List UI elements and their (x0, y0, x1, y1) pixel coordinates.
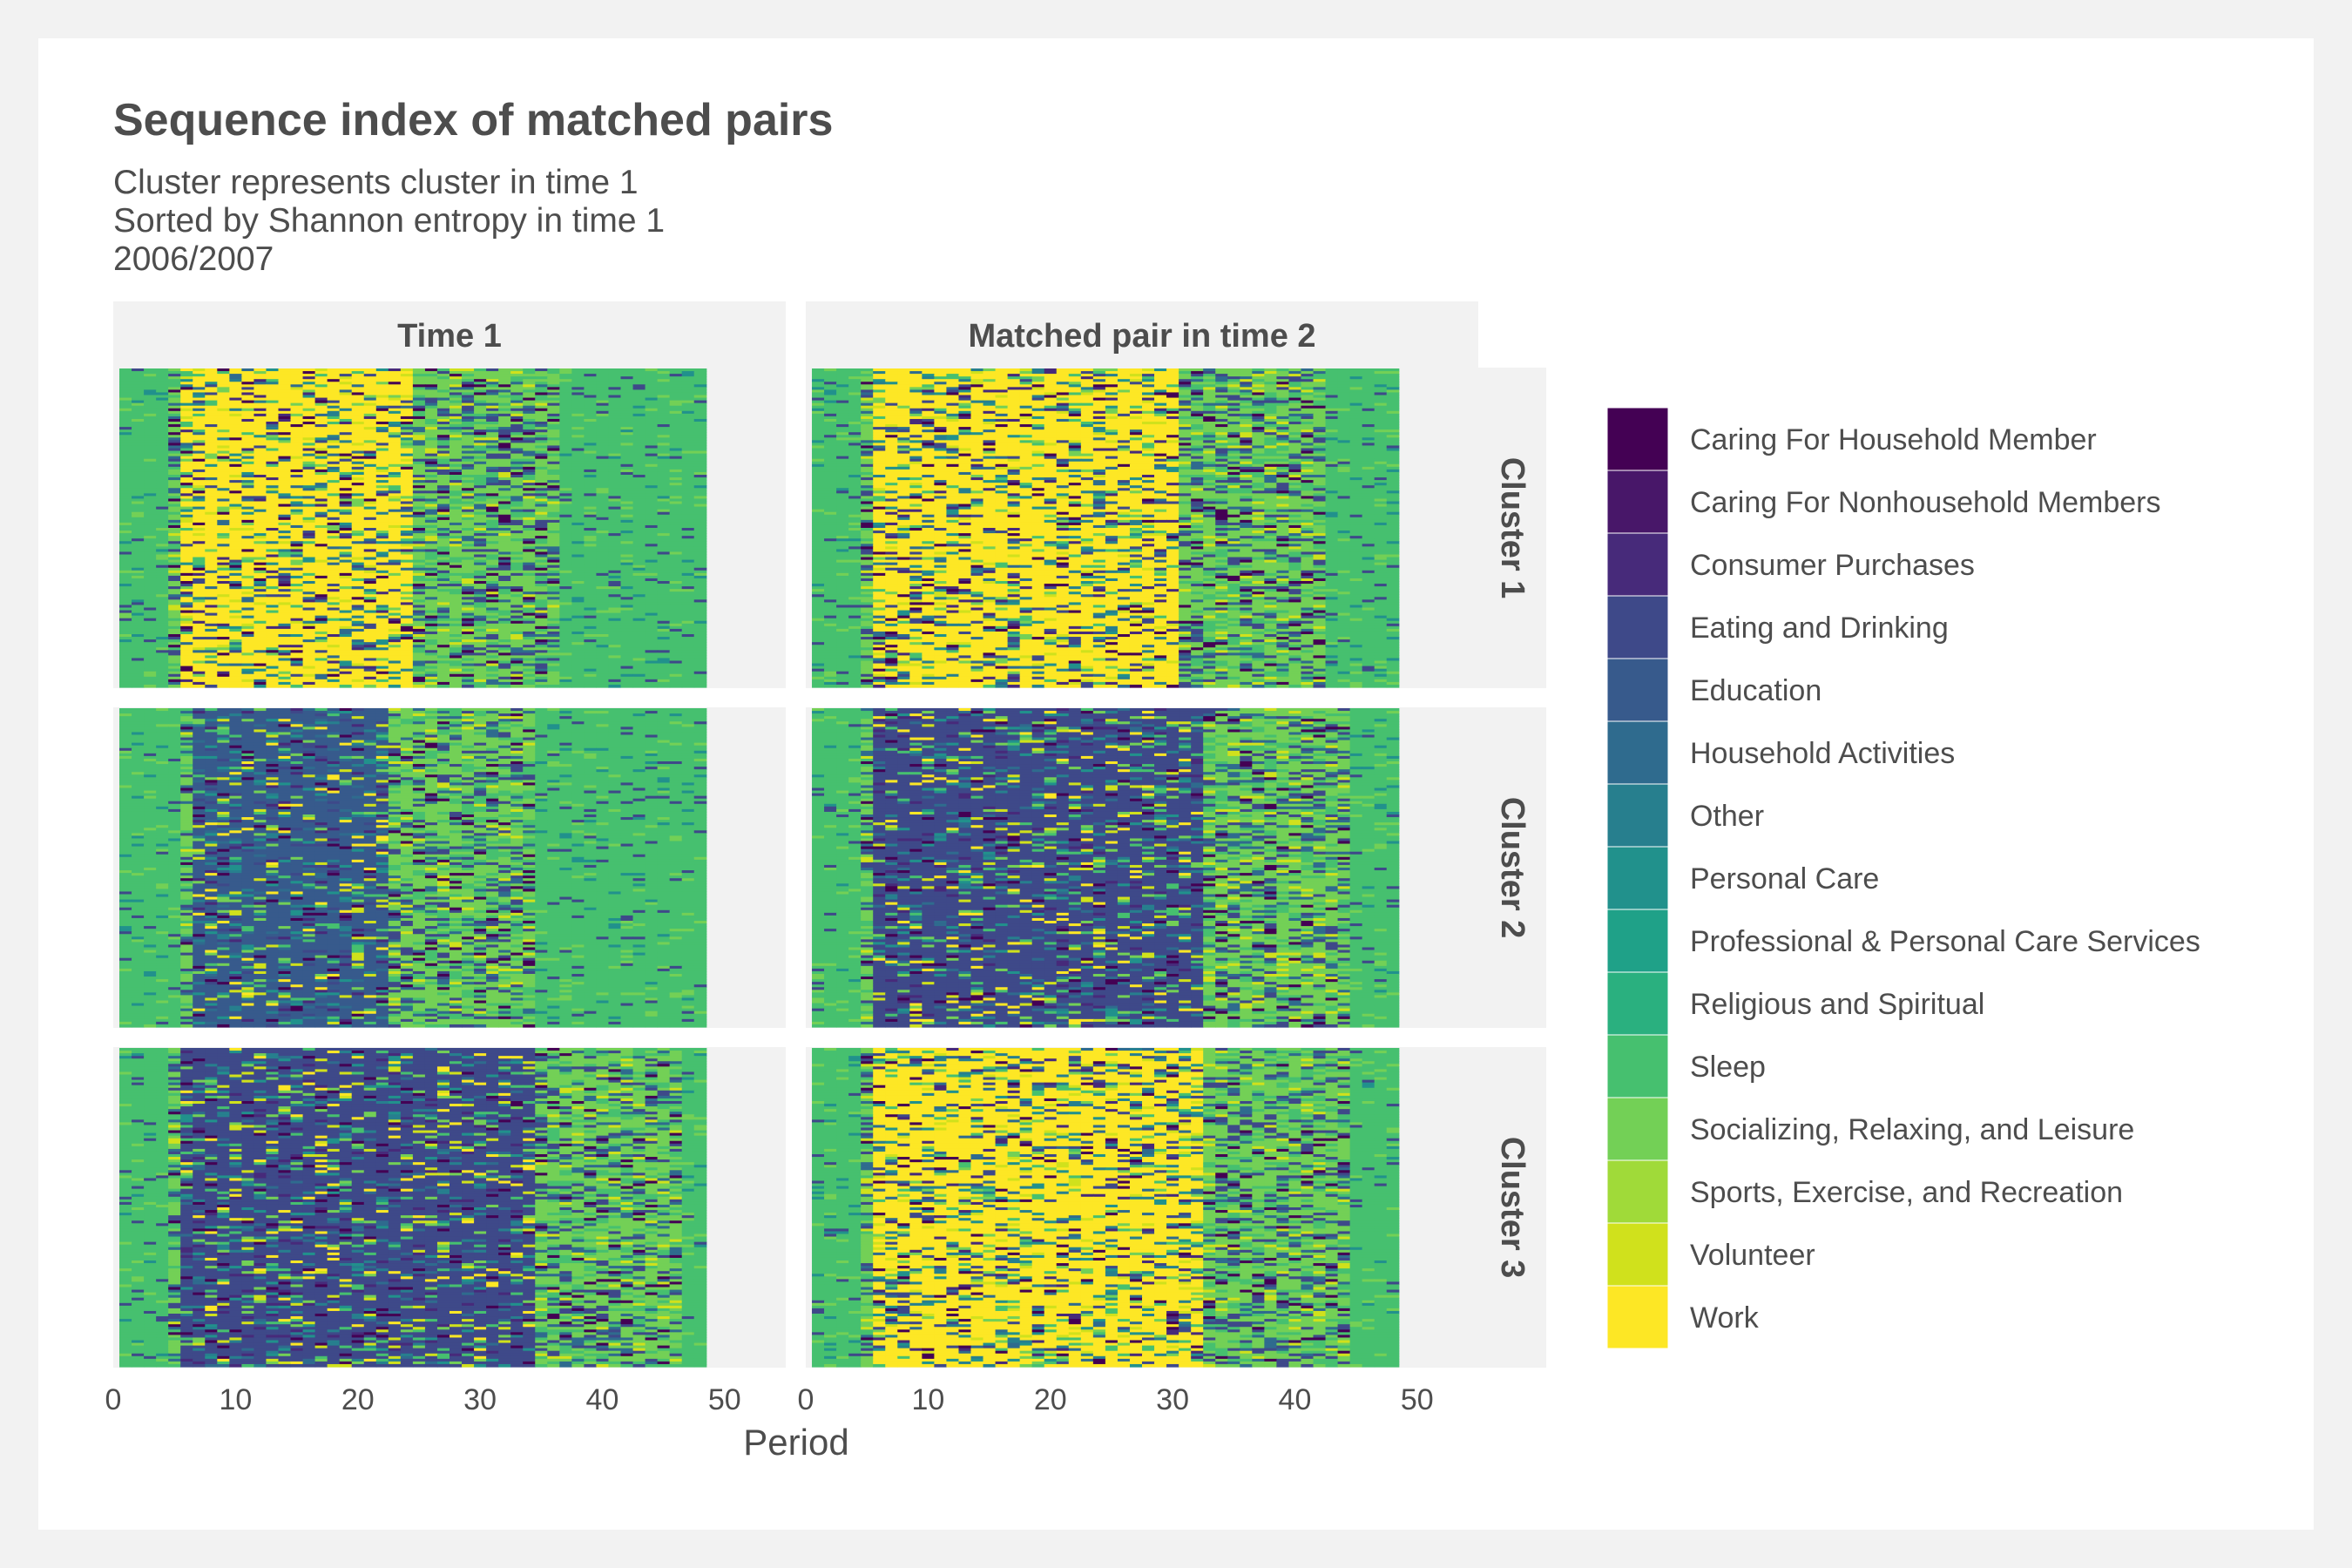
row-strip-label-1: Cluster 1 (1494, 457, 1531, 599)
row-strip-label-2: Cluster 2 (1494, 797, 1531, 939)
chart-title: Sequence index of matched pairs (113, 95, 833, 145)
chart-subtitle-line-2: Sorted by Shannon entropy in time 1 (113, 202, 665, 240)
facet-strip-label-2: Matched pair in time 2 (968, 318, 1315, 355)
chart-subtitle-line-1: Cluster represents cluster in time 1 (113, 164, 639, 201)
facet-panels: Time 1 Matched pair in time 2 Cluster 1 Clu… (105, 301, 1546, 1416)
row-strip-label-3: Cluster 3 (1494, 1137, 1531, 1279)
facet-strip-label-1: Time 1 (397, 318, 502, 355)
panel-1-1 (113, 368, 786, 688)
chart-subtitle-line-3: 2006/2007 (113, 240, 274, 278)
